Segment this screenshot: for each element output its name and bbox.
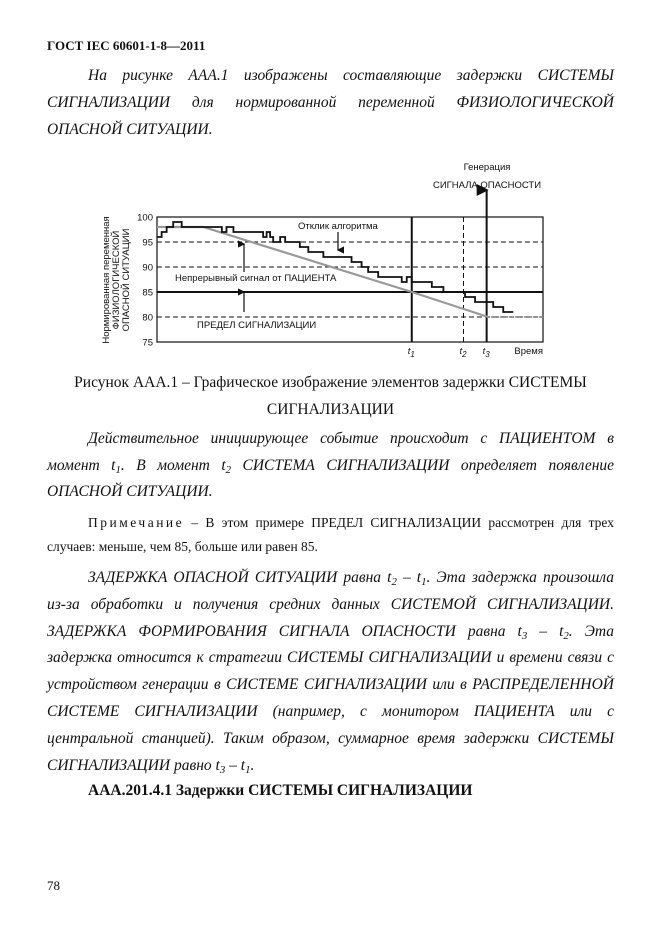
p2-line: момент t1. В момент t2 СИСТЕМА СИГНАЛИЗА… (47, 457, 614, 475)
y-tick-label: 100 (137, 213, 153, 224)
y-tick-label: 80 (142, 313, 153, 324)
note-text: – В этом примере ПРЕДЕЛ СИГНАЛИЗАЦИИ рас… (184, 515, 614, 530)
text-run: задержка относится к стратегии СИСТЕМЫ С… (47, 649, 614, 667)
marker-subscript: 3 (485, 350, 490, 359)
text-run: . (250, 756, 255, 774)
text-run: . Эта (568, 622, 614, 640)
p1-line: На рисунке ААА.1 изображены составляющие… (47, 67, 614, 85)
note-line2: случаев: меньше, чем 85, больше или раве… (47, 539, 318, 554)
text-run: СИГНАЛИЗАЦИИ равно t (47, 756, 220, 774)
p4-line: СИСТЕМЕ СИГНАЛИЗАЦИИ (например, с монито… (47, 703, 614, 721)
text-run: момент t (47, 456, 116, 474)
text-run: – t (396, 569, 422, 586)
subscript: 1 (245, 763, 251, 776)
text-run: На рисунке ААА.1 изображены составляющие… (88, 67, 614, 84)
time-marker-label: t2 (459, 346, 467, 359)
text-run: . Эта задержка произошла (426, 569, 614, 586)
document-header: ГОСТ IEC 60601-1-8—2011 (47, 38, 206, 53)
subscript: 3 (521, 629, 528, 642)
text-run: ЗАДЕРЖКА ФОРМИРОВАНИЯ СИГНАЛА ОПАСНОСТИ … (47, 622, 522, 640)
text-run: центральной станцией). Таким образом, су… (47, 729, 614, 747)
text-run: СИСТЕМЕ СИГНАЛИЗАЦИИ (например, с монито… (47, 703, 614, 720)
marker-letter: t (459, 346, 462, 357)
p4-line: СИГНАЛИЗАЦИИ равно t3 – t1. (47, 757, 614, 775)
text-run: устройством генерации в СИСТЕМЕ СИГНАЛИЗ… (47, 676, 614, 694)
subscript: 2 (225, 463, 232, 476)
p1-line: ОПАСНОЙ СИТУАЦИИ. (47, 121, 614, 139)
text-run: СИСТЕМА СИГНАЛИЗАЦИИ определяет появлени… (231, 456, 615, 474)
time-marker-label: t3 (483, 346, 491, 359)
page-number: 78 (47, 878, 60, 893)
text-run: ОПАСНОЙ СИТУАЦИИ. (47, 121, 213, 138)
p4-line: центральной станцией). Таким образом, су… (47, 730, 614, 748)
y-tick-label: 95 (142, 238, 153, 249)
alarm-generation-label: Генерация (464, 162, 511, 173)
figure-chart: Нормированная переменная ФИЗИОЛОГИЧЕСКОЙ О… (101, 162, 544, 359)
time-marker-label: t1 (408, 346, 415, 359)
section-heading: ААА.201.4.1 Задержки СИСТЕМЫ СИГНАЛИЗАЦИ… (88, 782, 473, 799)
algorithm-response-line (157, 221, 514, 313)
y-tick-label: 75 (142, 338, 153, 349)
p4-line: задержка относится к стратегии СИСТЕМЫ С… (47, 649, 614, 667)
p2-line: Действительное инициирующее событие прои… (47, 430, 614, 448)
subscript: 1 (421, 576, 427, 588)
text-run: ЗАДЕРЖКА ОПАСНОЙ СИТУАЦИИ равна t (88, 569, 392, 586)
marker-subscript: 1 (410, 350, 414, 359)
patient-signal-line (157, 225, 489, 319)
plot-frame (156, 216, 544, 343)
y-axis-label-line: ОПАСНОЙ СИТУАЦИИ (120, 228, 132, 331)
text-run: ОПАСНОЙ СИТУАЦИИ. (47, 483, 213, 500)
p4-line: ЗАДЕРЖКА ОПАСНОЙ СИТУАЦИИ равна t2 – t1.… (47, 569, 614, 587)
x-axis-label: Время (514, 346, 543, 357)
text-run: Действительное инициирующее событие прои… (88, 430, 614, 447)
text-run: СИГНАЛИЗАЦИИ для нормированной переменно… (47, 94, 614, 111)
subscript: 2 (391, 576, 397, 588)
p2-line: ОПАСНОЙ СИТУАЦИИ. (47, 483, 614, 501)
text-run: . В момент t (120, 456, 226, 474)
subscript: 3 (219, 763, 226, 776)
text-run: – t (527, 622, 564, 640)
figure-caption-line2: СИГНАЛИЗАЦИИ (266, 401, 395, 418)
note-label: Примечание (88, 515, 185, 530)
text-run: – t (225, 756, 246, 774)
subscript: 1 (115, 463, 121, 476)
algorithm-response-label: Отклик алгоритма (298, 221, 378, 232)
marker-subscript: 2 (461, 350, 467, 359)
patient-signal-label: Непрерывный сигнал от ПАЦИЕНТА (175, 273, 337, 284)
marker-letter: t (408, 346, 411, 357)
text-run: из-за обработки и получения средних данн… (47, 595, 614, 613)
subscript: 2 (563, 629, 569, 642)
alarm-limit-label: ПРЕДЕЛ СИГНАЛИЗАЦИИ (197, 320, 316, 331)
p4-line: устройством генерации в СИСТЕМЕ СИГНАЛИЗ… (47, 676, 614, 694)
y-axis-label: Нормированная переменная ФИЗИОЛОГИЧЕСКОЙ О… (101, 216, 132, 343)
p1-line: СИГНАЛИЗАЦИИ для нормированной переменно… (47, 94, 614, 112)
y-tick-label: 90 (142, 263, 153, 274)
p4-line: ЗАДЕРЖКА ФОРМИРОВАНИЯ СИГНАЛА ОПАСНОСТИ … (47, 623, 614, 641)
y-axis-label-line: Нормированная переменная (101, 216, 112, 343)
note-line1: Примечание – В этом примере ПРЕДЕЛ СИГНА… (47, 515, 614, 531)
p4-line: из-за обработки и получения средних данн… (47, 596, 614, 614)
y-tick-label: 85 (142, 288, 153, 299)
alarm-generation-label: СИГНАЛА ОПАСНОСТИ (433, 180, 541, 191)
y-axis-label-line: ФИЗИОЛОГИЧЕСКОЙ (110, 230, 122, 329)
figure-caption-line1: Рисунок ААА.1 – Графическое изображение … (74, 374, 587, 391)
marker-letter: t (483, 346, 486, 357)
